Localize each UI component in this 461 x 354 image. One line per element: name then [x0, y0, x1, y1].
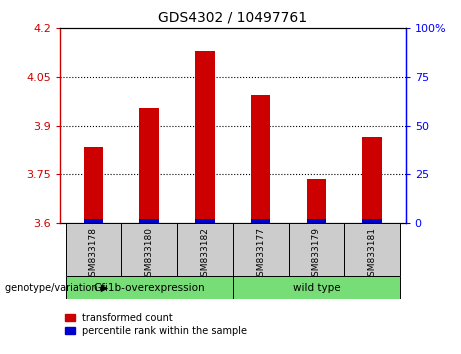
Bar	[307, 219, 326, 223]
Text: GSM833181: GSM833181	[368, 227, 377, 282]
Text: genotype/variation ▶: genotype/variation ▶	[5, 283, 108, 293]
Text: GSM833178: GSM833178	[89, 227, 98, 282]
Bar	[195, 51, 215, 223]
Bar	[195, 219, 215, 223]
Text: GSM833179: GSM833179	[312, 227, 321, 282]
Text: GSM833180: GSM833180	[145, 227, 154, 282]
Bar	[362, 219, 382, 223]
Legend: transformed count, percentile rank within the sample: transformed count, percentile rank withi…	[65, 313, 247, 336]
Bar	[177, 223, 233, 276]
Bar	[83, 219, 103, 223]
Bar	[83, 147, 103, 223]
Bar	[344, 223, 400, 276]
Bar	[362, 137, 382, 223]
Bar	[65, 276, 233, 299]
Bar	[251, 95, 271, 223]
Bar	[139, 108, 159, 223]
Text: GSM833177: GSM833177	[256, 227, 265, 282]
Title: GDS4302 / 10497761: GDS4302 / 10497761	[158, 10, 307, 24]
Text: GSM833182: GSM833182	[201, 227, 209, 282]
Bar	[307, 179, 326, 223]
Bar	[233, 276, 400, 299]
Text: wild type: wild type	[293, 282, 340, 293]
Bar	[121, 223, 177, 276]
Bar	[65, 223, 121, 276]
Bar	[139, 219, 159, 223]
Text: Gfi1b-overexpression: Gfi1b-overexpression	[93, 282, 205, 293]
Bar	[233, 223, 289, 276]
Bar	[251, 219, 271, 223]
Bar	[289, 223, 344, 276]
